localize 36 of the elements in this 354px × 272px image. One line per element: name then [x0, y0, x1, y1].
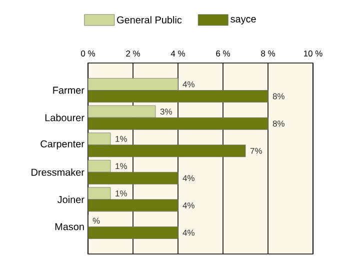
data-label: 8% [272, 93, 284, 100]
x-tick-label: 2 % [126, 50, 140, 56]
x-tick-label: 10 % [304, 50, 322, 56]
legend-label: sayce [230, 17, 256, 24]
legend-label: General Public [117, 16, 182, 24]
data-label: 1% [116, 136, 127, 142]
y-tick-label: Farmer [53, 86, 84, 94]
data-label: 4% [182, 230, 194, 236]
bar [88, 132, 111, 146]
data-label: 4% [182, 81, 194, 88]
data-label: 1% [116, 190, 127, 196]
bar [88, 105, 156, 118]
bar [88, 117, 268, 130]
x-tick-label: 4 % [170, 50, 185, 56]
y-tick-label: Joiner [58, 196, 84, 204]
bar [88, 78, 178, 90]
data-label: % [92, 218, 100, 224]
data-label: 4% [182, 202, 194, 208]
bar [88, 172, 178, 184]
x-tick-label: 6 % [216, 50, 230, 56]
x-tick-label: 0 % [81, 50, 95, 56]
data-label: 3% [160, 108, 172, 115]
data-label: 1% [116, 163, 127, 170]
bar [88, 226, 178, 239]
y-tick-label: Dressmaker [32, 168, 84, 176]
data-label: 8% [272, 120, 284, 127]
bar [88, 199, 178, 212]
data-label: 7% [250, 148, 262, 154]
bar [88, 160, 111, 172]
bar [88, 90, 268, 102]
y-tick-label: Mason [55, 223, 84, 230]
data-label: 4% [182, 175, 194, 182]
bar [88, 144, 246, 158]
x-tick-label: 8 % [261, 50, 275, 56]
y-tick-label: Carpenter [40, 140, 84, 150]
y-tick-label: Labourer [45, 114, 84, 122]
